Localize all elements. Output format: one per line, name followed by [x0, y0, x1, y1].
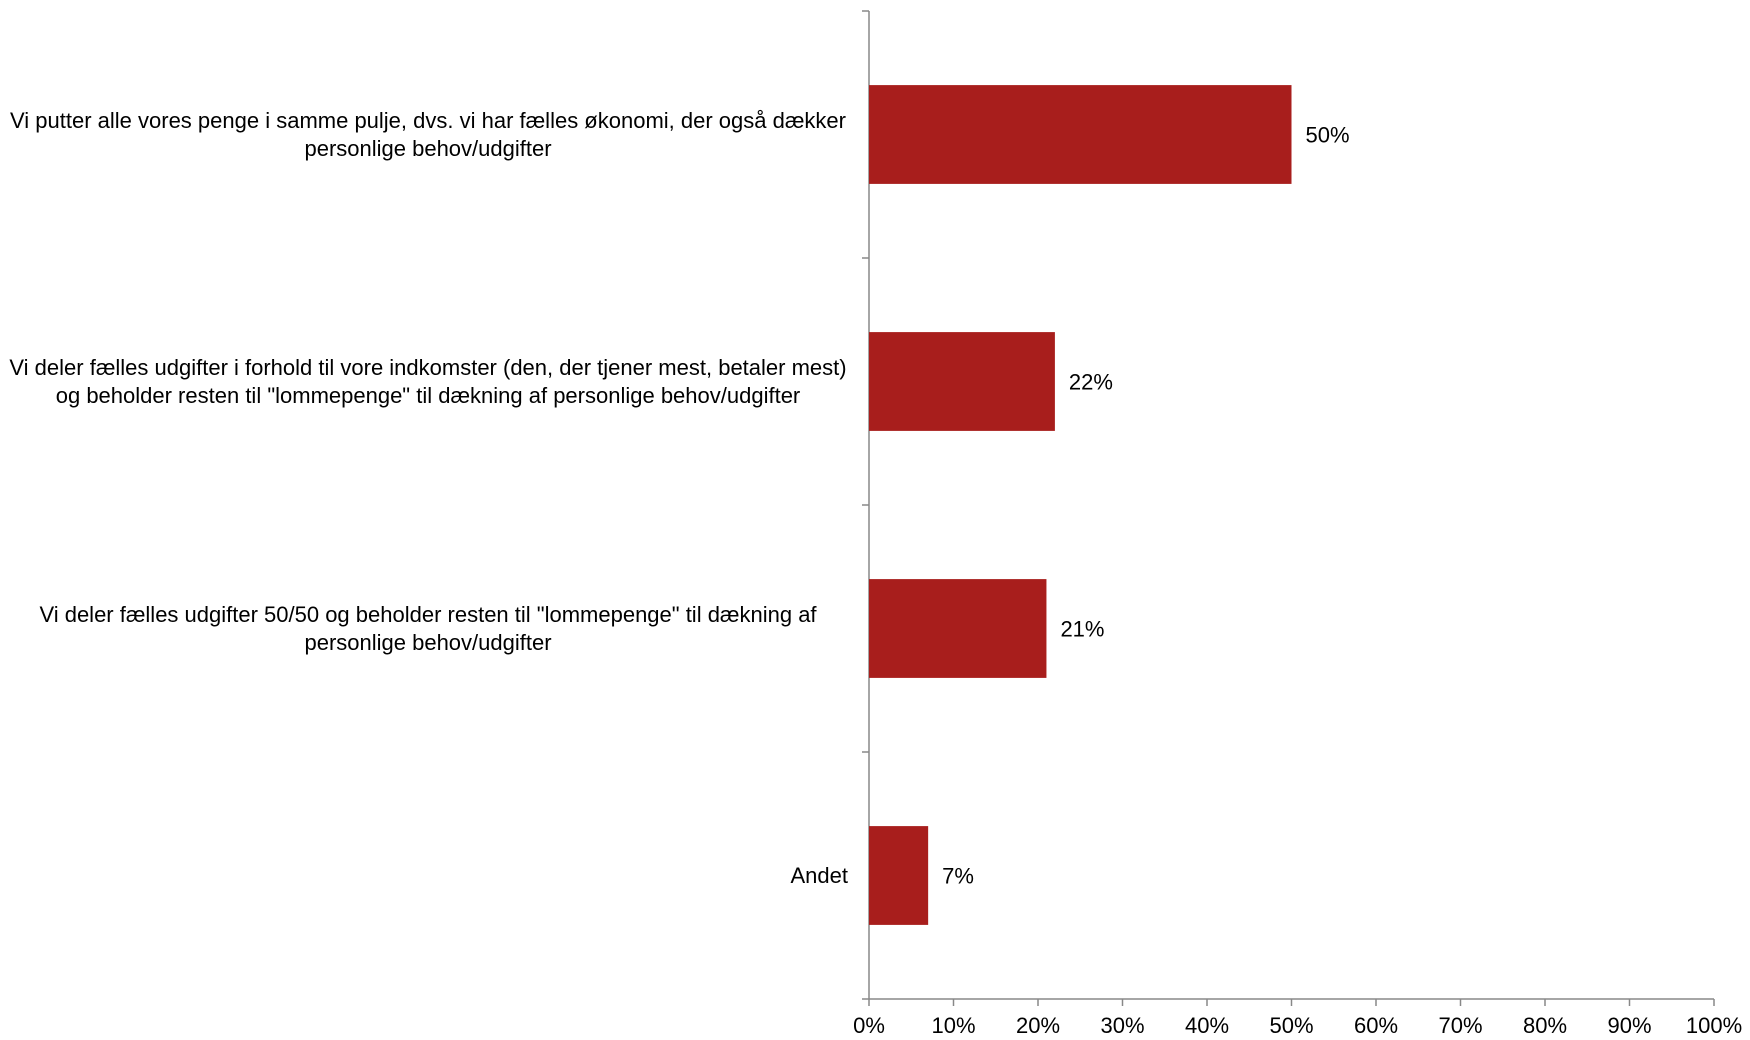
x-tick-label: 70%	[1438, 1013, 1482, 1038]
category-label: Vi deler fælles udgifter 50/50 og behold…	[39, 601, 817, 655]
bar	[869, 826, 929, 925]
value-label: 50%	[1306, 122, 1350, 147]
x-tick-label: 10%	[931, 1013, 975, 1038]
bar	[869, 579, 1047, 678]
category-label: Andet	[790, 862, 849, 888]
value-label: 7%	[942, 863, 974, 888]
x-tick-label: 20%	[1016, 1013, 1060, 1038]
bar	[869, 85, 1292, 184]
x-tick-label: 30%	[1100, 1013, 1144, 1038]
bar	[869, 332, 1055, 431]
x-tick-label: 100%	[1686, 1013, 1742, 1038]
x-tick-label: 0%	[853, 1013, 885, 1038]
value-label: 22%	[1069, 369, 1113, 394]
x-tick-label: 80%	[1523, 1013, 1567, 1038]
x-tick-label: 90%	[1607, 1013, 1651, 1038]
x-tick-label: 40%	[1185, 1013, 1229, 1038]
x-tick-label: 60%	[1354, 1013, 1398, 1038]
x-tick-label: 50%	[1269, 1013, 1313, 1038]
value-label: 21%	[1060, 616, 1104, 641]
category-label: Vi deler fælles udgifter i forhold til v…	[9, 354, 847, 408]
category-label: Vi putter alle vores penge i samme pulje…	[10, 107, 846, 161]
